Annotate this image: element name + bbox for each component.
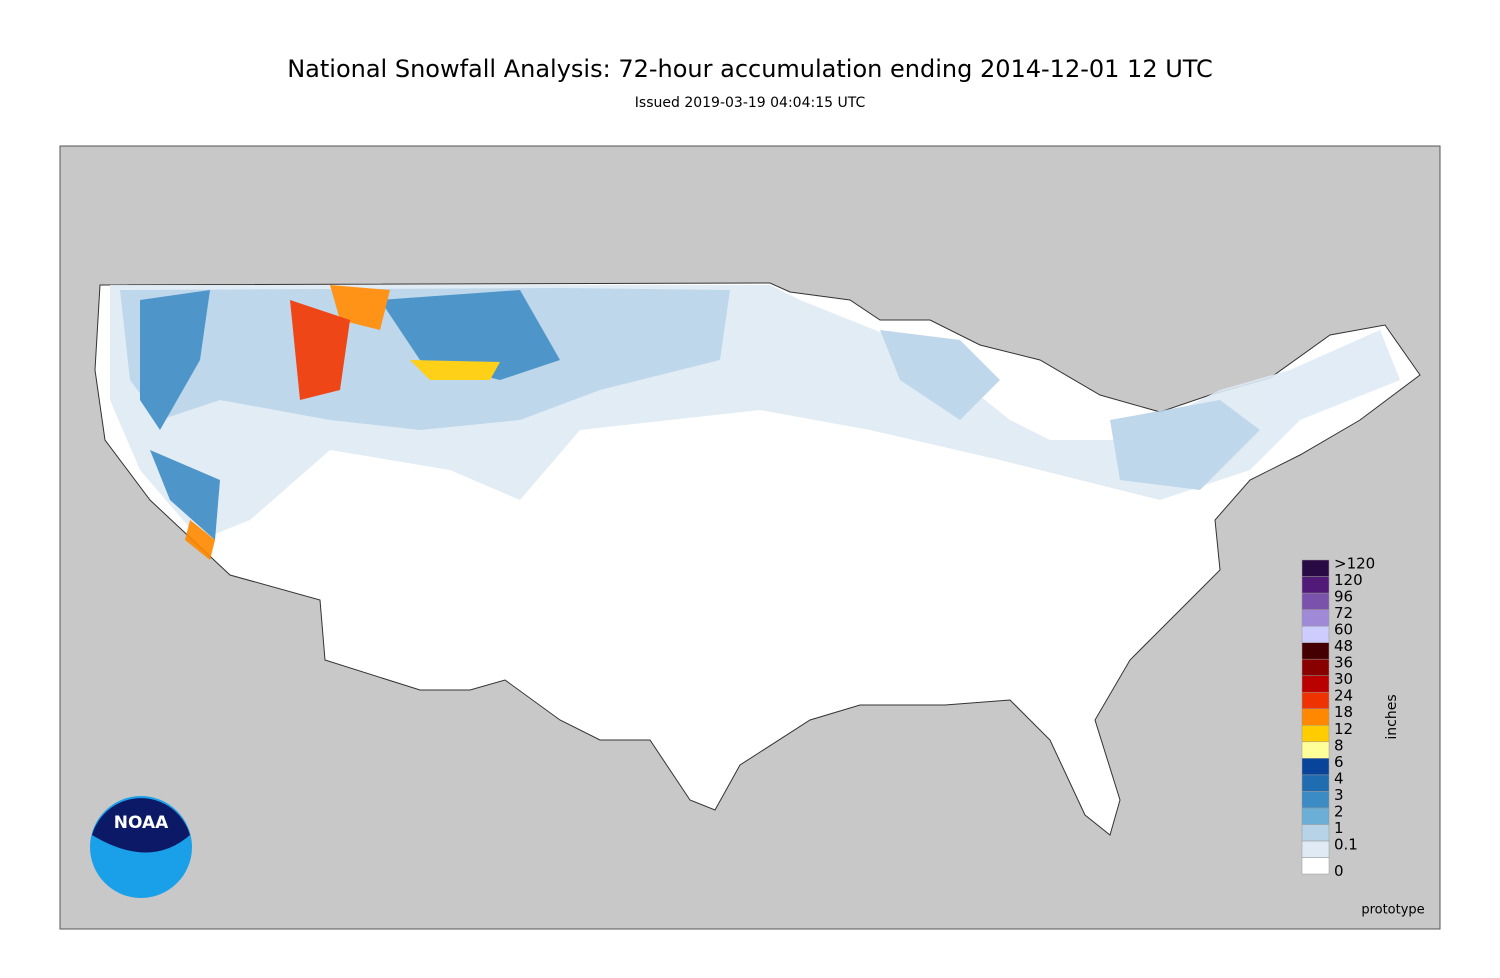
title: National Snowfall Analysis: 72-hour accu… — [287, 55, 1213, 83]
legend-label: 24 — [1334, 687, 1353, 705]
legend-title: inches — [1384, 694, 1400, 739]
legend-swatch — [1301, 774, 1330, 792]
noaa-logo: NOAA — [90, 796, 192, 898]
legend-label: 4 — [1334, 769, 1344, 787]
legend-label: >120 — [1334, 555, 1375, 573]
legend-swatch — [1301, 857, 1330, 875]
legend-label: 0 — [1334, 862, 1344, 880]
legend-label: 120 — [1334, 571, 1363, 589]
legend-label: 72 — [1334, 604, 1353, 622]
legend-swatch — [1301, 758, 1330, 776]
legend-swatch — [1301, 824, 1330, 842]
legend-swatch — [1301, 642, 1330, 660]
legend-swatch — [1301, 576, 1330, 594]
subtitle: Issued 2019-03-19 04:04:15 UTC — [635, 95, 866, 111]
legend-label: 3 — [1334, 786, 1344, 804]
legend-label: 60 — [1334, 621, 1353, 639]
legend-swatch — [1301, 807, 1330, 825]
legend-swatch — [1301, 725, 1330, 743]
legend-swatch — [1301, 708, 1330, 726]
legend-swatch — [1301, 559, 1330, 577]
legend-swatch — [1301, 741, 1330, 759]
legend-swatch — [1301, 609, 1330, 627]
legend-label: 18 — [1334, 703, 1353, 721]
legend-label: 2 — [1334, 802, 1344, 820]
legend-swatch — [1301, 675, 1330, 693]
legend-swatch — [1301, 840, 1330, 858]
legend-label: 30 — [1334, 670, 1353, 688]
legend-label: 8 — [1334, 736, 1344, 754]
note: prototype — [1361, 903, 1424, 918]
legend-swatch — [1301, 791, 1330, 809]
legend-label: 96 — [1334, 588, 1353, 606]
snow-field — [110, 285, 1400, 560]
legend-swatch — [1301, 658, 1330, 676]
legend-label: 36 — [1334, 654, 1353, 672]
logo-text: NOAA — [114, 813, 169, 833]
legend-label: 48 — [1334, 637, 1353, 655]
legend-label: 12 — [1334, 720, 1353, 738]
legend-label: 6 — [1334, 753, 1344, 771]
legend-label: 1 — [1334, 819, 1344, 837]
legend-swatch — [1301, 691, 1330, 709]
legend-label: 0.1 — [1334, 835, 1358, 853]
legend-swatch — [1301, 625, 1330, 643]
legend-swatch — [1301, 592, 1330, 610]
